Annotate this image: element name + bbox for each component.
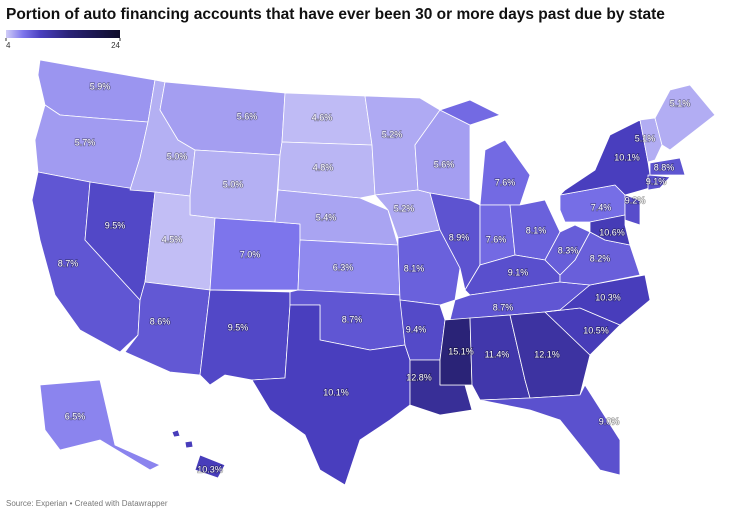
value-label: 5.0% bbox=[223, 179, 244, 189]
value-label: 9.2% bbox=[625, 195, 646, 205]
value-label: 5.4% bbox=[316, 212, 337, 222]
value-label: 7.6% bbox=[495, 177, 516, 187]
value-label: 7.4% bbox=[591, 202, 612, 212]
value-label: 5.2% bbox=[394, 203, 415, 213]
value-label: 5.2% bbox=[382, 129, 403, 139]
value-label: 8.1% bbox=[404, 263, 425, 273]
value-label: 5.1% bbox=[670, 98, 691, 108]
value-label: 10.6% bbox=[599, 227, 625, 237]
state bbox=[624, 194, 641, 226]
value-label: 4.5% bbox=[162, 234, 183, 244]
value-label: 8.8% bbox=[654, 162, 675, 172]
value-label: 6.3% bbox=[333, 262, 354, 272]
value-label: 10.3% bbox=[595, 292, 621, 302]
value-label: 10.1% bbox=[323, 387, 349, 397]
value-label: 9.5% bbox=[228, 322, 249, 332]
value-label: 8.7% bbox=[493, 302, 514, 312]
value-label: 8.3% bbox=[558, 245, 579, 255]
value-label: 4.8% bbox=[313, 162, 334, 172]
value-label: 8.1% bbox=[526, 225, 547, 235]
state bbox=[649, 157, 686, 176]
color-legend bbox=[6, 30, 120, 38]
legend-tick-label: 4 bbox=[6, 41, 11, 50]
value-label: 9.5% bbox=[105, 220, 126, 230]
value-label: 5.0% bbox=[167, 151, 188, 161]
title: Portion of auto financing accounts that … bbox=[6, 6, 665, 23]
source: Source: Experian • Created with Datawrap… bbox=[6, 499, 168, 508]
value-label: 12.8% bbox=[406, 372, 432, 382]
value-label: 5.1% bbox=[635, 133, 656, 143]
value-label: 11.4% bbox=[485, 349, 510, 359]
value-label: 8.6% bbox=[150, 316, 171, 326]
state bbox=[479, 384, 621, 476]
legend-tick-label: 24 bbox=[111, 41, 120, 50]
value-label: 9.1% bbox=[646, 176, 667, 186]
value-label: 9.0% bbox=[599, 416, 620, 426]
value-label: 7.6% bbox=[486, 234, 507, 244]
state bbox=[639, 117, 663, 163]
state bbox=[39, 379, 161, 471]
value-label: 10.3% bbox=[197, 464, 223, 474]
state bbox=[654, 84, 716, 151]
state bbox=[251, 304, 411, 486]
value-label: 10.1% bbox=[614, 152, 640, 162]
value-label: 7.0% bbox=[240, 249, 261, 259]
state bbox=[647, 174, 671, 191]
value-label: 9.1% bbox=[508, 267, 529, 277]
value-label: 8.2% bbox=[590, 253, 611, 263]
value-label: 5.6% bbox=[237, 111, 258, 121]
value-label: 4.6% bbox=[312, 112, 333, 122]
value-label: 5.9% bbox=[90, 81, 111, 91]
state bbox=[589, 214, 631, 246]
value-label: 5.7% bbox=[75, 137, 96, 147]
value-label: 10.5% bbox=[583, 325, 609, 335]
value-label: 6.5% bbox=[65, 411, 86, 421]
value-label: 8.7% bbox=[342, 314, 363, 324]
value-label: 5.6% bbox=[434, 159, 455, 169]
value-label: 8.9% bbox=[449, 232, 470, 242]
value-label: 12.1% bbox=[534, 349, 560, 359]
value-label: 15.1% bbox=[448, 346, 474, 356]
value-label: 9.4% bbox=[406, 324, 427, 334]
value-label: 8.7% bbox=[58, 258, 79, 268]
state bbox=[199, 289, 291, 386]
state bbox=[171, 429, 226, 479]
